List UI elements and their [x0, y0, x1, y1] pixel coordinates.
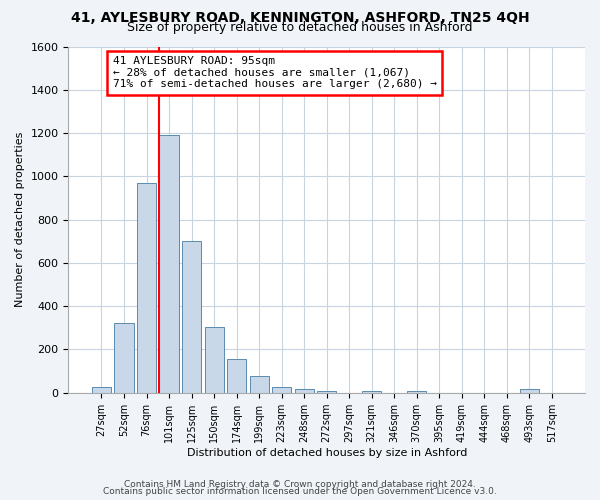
Text: Size of property relative to detached houses in Ashford: Size of property relative to detached ho… [127, 22, 473, 35]
Bar [92, 386, 111, 392]
Text: 41, AYLESBURY ROAD, KENNINGTON, ASHFORD, TN25 4QH: 41, AYLESBURY ROAD, KENNINGTON, ASHFORD,… [71, 11, 529, 25]
Bar [137, 183, 156, 392]
Bar [160, 135, 179, 392]
Y-axis label: Number of detached properties: Number of detached properties [15, 132, 25, 308]
Bar [362, 390, 382, 392]
X-axis label: Distribution of detached houses by size in Ashford: Distribution of detached houses by size … [187, 448, 467, 458]
Bar [520, 390, 539, 392]
Bar [205, 326, 224, 392]
Bar [272, 386, 291, 392]
Bar [250, 376, 269, 392]
Bar [182, 242, 201, 392]
Bar [295, 389, 314, 392]
Text: 41 AYLESBURY ROAD: 95sqm
← 28% of detached houses are smaller (1,067)
71% of sem: 41 AYLESBURY ROAD: 95sqm ← 28% of detach… [113, 56, 437, 90]
Text: Contains public sector information licensed under the Open Government Licence v3: Contains public sector information licen… [103, 487, 497, 496]
Bar [317, 390, 336, 392]
Text: Contains HM Land Registry data © Crown copyright and database right 2024.: Contains HM Land Registry data © Crown c… [124, 480, 476, 489]
Bar [115, 324, 134, 392]
Bar [407, 390, 427, 392]
Bar [227, 359, 246, 392]
